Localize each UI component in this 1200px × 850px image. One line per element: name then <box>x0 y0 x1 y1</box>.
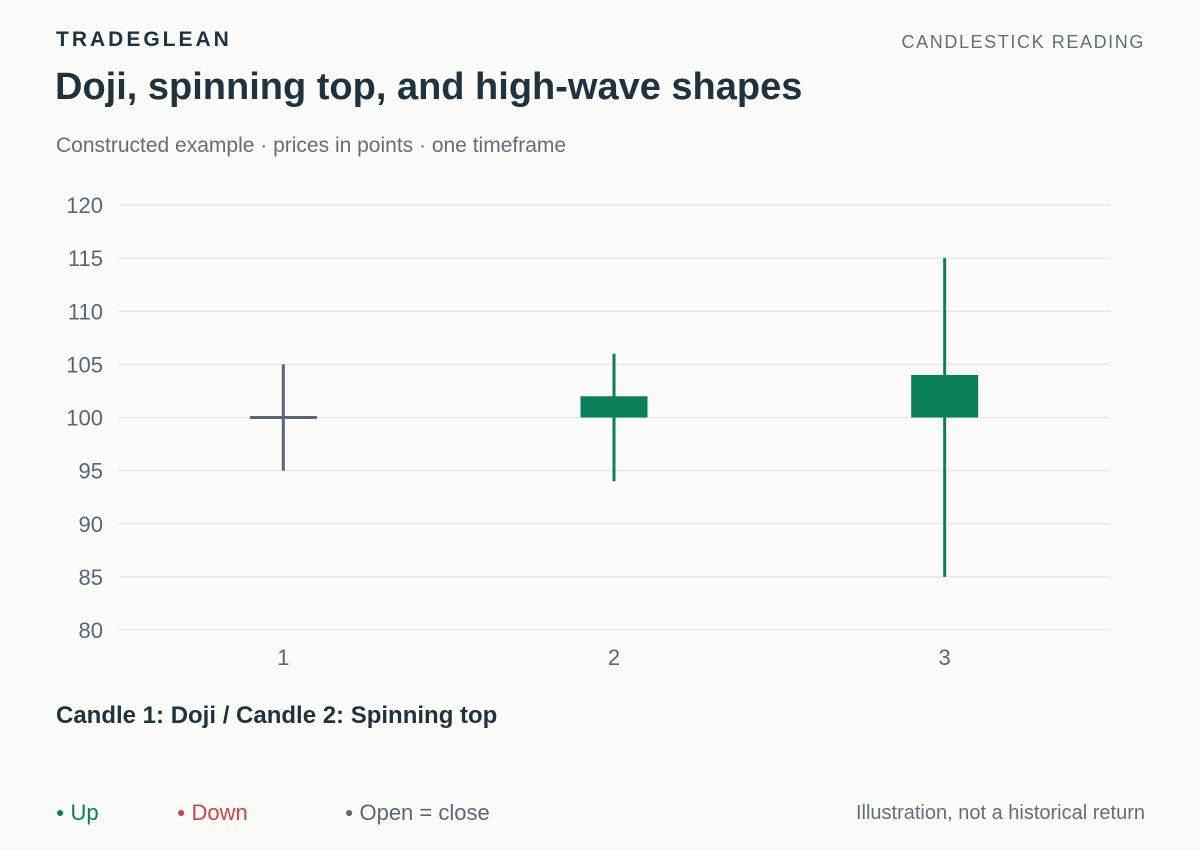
legend-item-up: ● Up <box>56 800 99 826</box>
section-label: CANDLESTICK READING <box>901 32 1145 52</box>
flat-dot-icon: ● <box>345 804 354 820</box>
y-tick-label: 95 <box>79 459 103 484</box>
legend-item-flat: ● Open = close <box>345 800 490 826</box>
y-tick-label: 110 <box>68 299 103 324</box>
x-tick-label: 1 <box>277 645 289 670</box>
candle-body <box>911 375 979 418</box>
chart-title: Doji, spinning top, and high-wave shapes <box>55 66 803 108</box>
brand-name: TRADEGLEAN <box>56 28 232 51</box>
up-dot-icon: ● <box>56 804 65 820</box>
candlestick-chart: 80 85 90 95 100 105 110 115 120 1 2 3 <box>66 193 1110 670</box>
y-tick-label: 100 <box>66 406 103 431</box>
candle-body <box>580 396 648 418</box>
footnote: Illustration, not a historical return <box>855 802 1145 824</box>
chart-subtitle: Constructed example · prices in points ·… <box>56 134 567 157</box>
legend-item-down: ● Down <box>177 800 248 826</box>
legend-label-up: Up <box>70 800 99 825</box>
candles <box>249 258 979 577</box>
y-tick-label: 90 <box>79 512 103 537</box>
legend-label-flat: Open = close <box>359 800 490 825</box>
y-tick-label: 115 <box>68 246 103 271</box>
legend-label-down: Down <box>191 800 248 825</box>
y-axis-ticks: 80 85 90 95 100 105 110 115 120 <box>66 193 103 643</box>
y-tick-label: 105 <box>66 352 103 377</box>
pattern-annotation: Candle 1: Doji / Candle 2: Spinning top <box>56 702 498 729</box>
y-tick-label: 85 <box>79 565 103 590</box>
x-axis-ticks: 1 2 3 <box>277 645 951 670</box>
down-dot-icon: ● <box>177 804 186 820</box>
x-tick-label: 3 <box>939 645 951 670</box>
y-tick-label: 80 <box>79 618 103 643</box>
x-tick-label: 2 <box>608 645 620 670</box>
y-tick-label: 120 <box>66 193 103 218</box>
